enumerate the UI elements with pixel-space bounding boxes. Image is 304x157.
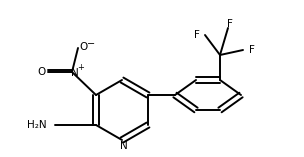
Text: N: N [71, 68, 79, 78]
Text: F: F [249, 45, 255, 55]
Text: F: F [227, 19, 233, 29]
Text: N: N [120, 141, 128, 151]
Text: O: O [80, 42, 88, 52]
Text: H₂N: H₂N [27, 120, 47, 130]
Text: F: F [194, 30, 200, 40]
Text: +: + [78, 63, 85, 73]
Text: −: − [87, 39, 95, 49]
Text: O: O [38, 67, 46, 77]
